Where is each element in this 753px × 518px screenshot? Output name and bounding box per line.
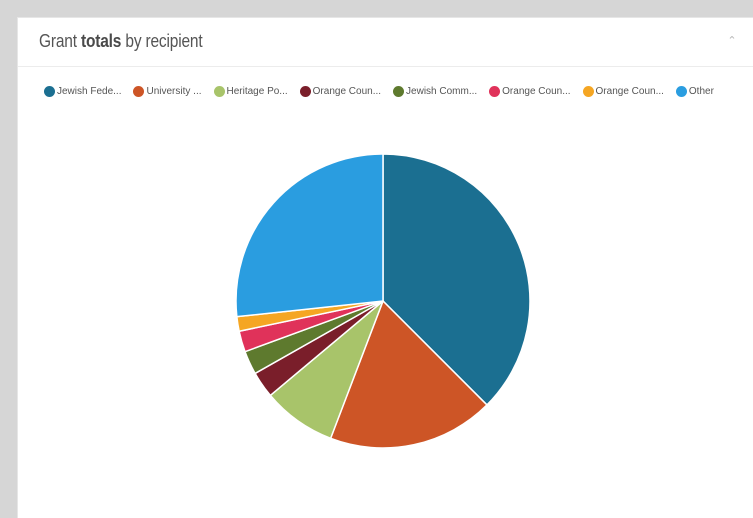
legend-label: Other: [688, 85, 714, 97]
legend-label: Orange Coun...: [312, 85, 382, 97]
title-suffix: by recipient: [121, 31, 203, 51]
legend-swatch: [213, 85, 225, 97]
legend-swatch: [299, 85, 311, 97]
pie-slice[interactable]: [382, 153, 531, 406]
pie-slice[interactable]: [235, 153, 384, 318]
legend-swatch: [582, 85, 594, 97]
title-prefix: Grant: [39, 31, 81, 51]
legend-swatch: [675, 85, 687, 97]
legend-label: Orange Coun...: [502, 85, 571, 97]
legend-swatch: [44, 85, 55, 97]
legend-label: Heritage Po...: [226, 85, 288, 97]
legend-item[interactable]: University ...: [133, 84, 202, 98]
legend-swatch: [393, 85, 405, 97]
legend-item[interactable]: Orange Coun...: [582, 84, 664, 98]
legend-swatch: [489, 85, 501, 97]
chart-legend: Jewish Fede... University ... Heritage Po.…: [44, 84, 734, 98]
legend-label: Jewish Comm...: [406, 85, 478, 97]
legend-label: Orange Coun...: [595, 85, 664, 97]
legend-item[interactable]: Orange Coun...: [489, 84, 571, 98]
legend-label: University ...: [146, 85, 202, 97]
legend-item[interactable]: Orange Coun...: [299, 84, 382, 98]
legend-item[interactable]: Jewish Comm...: [393, 84, 477, 98]
panel-title: Grant totals by recipient: [39, 31, 203, 52]
legend-swatch: [133, 85, 145, 97]
legend-label: Jewish Fede...: [57, 85, 122, 97]
legend-item[interactable]: Jewish Fede...: [44, 84, 121, 98]
legend-item[interactable]: Other: [675, 84, 714, 98]
title-bold: totals: [80, 31, 122, 51]
legend-item[interactable]: Heritage Po...: [213, 84, 288, 98]
panel-header: Grant totals by recipient ⌃: [18, 18, 753, 67]
chevron-up-icon[interactable]: ⌃: [727, 35, 737, 47]
